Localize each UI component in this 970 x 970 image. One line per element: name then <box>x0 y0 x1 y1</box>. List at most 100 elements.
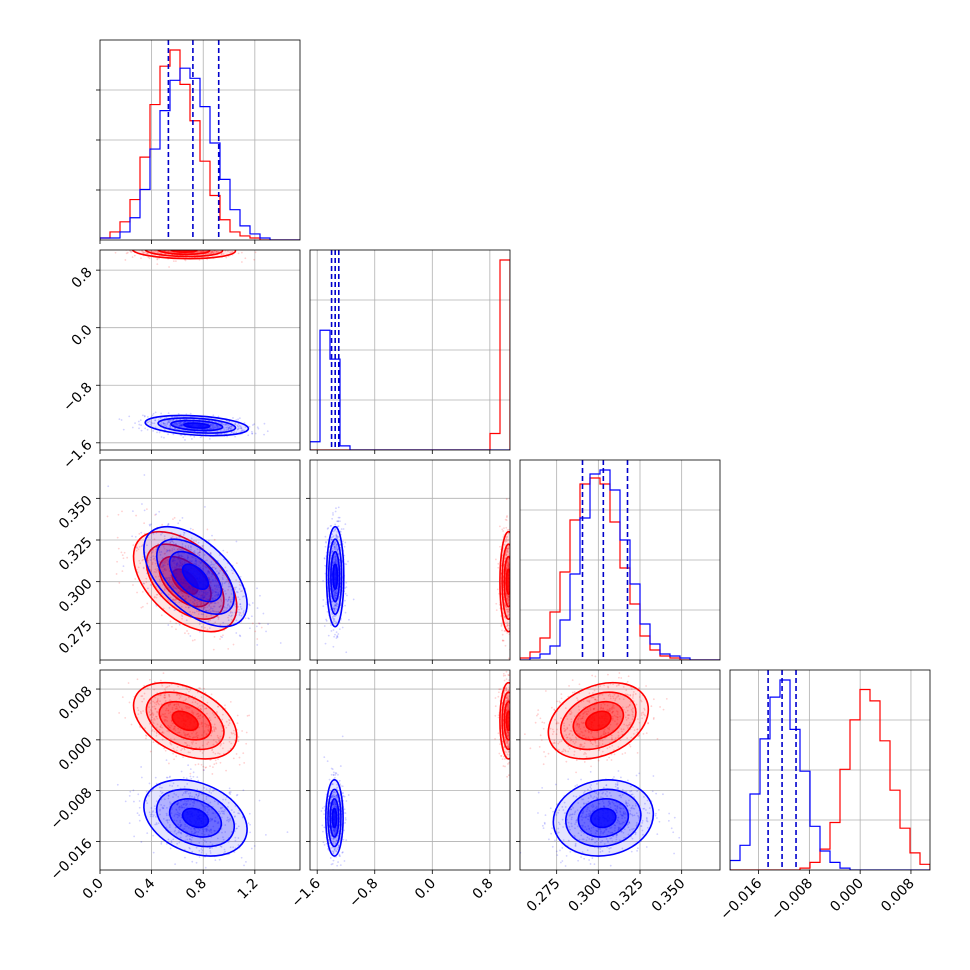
scatter-point <box>247 434 250 437</box>
scatter-point <box>332 629 335 631</box>
scatter-point <box>229 601 232 603</box>
scatter-point <box>181 794 184 796</box>
scatter-point <box>209 852 212 854</box>
scatter-point <box>224 246 226 248</box>
scatter-point <box>235 540 238 543</box>
scatter-point <box>214 426 217 429</box>
scatter-point <box>192 775 195 778</box>
scatter-point <box>158 548 161 551</box>
scatter-point <box>164 577 167 579</box>
scatter-point <box>203 730 206 732</box>
scatter-point <box>152 531 155 534</box>
scatter-point <box>178 554 181 557</box>
scatter-point <box>175 245 177 247</box>
scatter-point <box>201 596 204 599</box>
scatter-point <box>513 575 515 577</box>
scatter-point <box>238 634 241 637</box>
scatter-point <box>243 864 245 867</box>
scatter-point <box>166 818 169 821</box>
scatter-point <box>156 700 159 703</box>
scatter-point <box>215 250 218 253</box>
scatter-point <box>192 246 194 248</box>
scatter-point <box>510 587 512 589</box>
scatter-point <box>511 708 513 710</box>
scatter-point <box>185 245 187 247</box>
scatter-point <box>235 562 238 565</box>
scatter-point <box>506 551 509 554</box>
scatter-point <box>169 847 172 850</box>
scatter-point <box>230 425 233 428</box>
scatter-point <box>184 247 186 249</box>
scatter-point <box>226 245 228 247</box>
scatter-point <box>148 811 151 814</box>
scatter-point <box>184 705 187 708</box>
scatter-point <box>142 242 144 244</box>
scatter-point <box>186 557 189 560</box>
scatter-point <box>336 531 339 533</box>
scatter-point <box>182 549 184 552</box>
scatter-point <box>144 727 146 730</box>
scatter-point <box>210 427 213 430</box>
scatter-point <box>500 623 503 626</box>
scatter-point <box>243 762 246 764</box>
scatter-point <box>335 535 338 537</box>
scatter-point <box>507 561 510 564</box>
scatter-point <box>205 827 208 830</box>
scatter-point <box>219 806 222 809</box>
scatter-point <box>208 605 210 607</box>
scatter-point <box>175 568 178 571</box>
scatter-point <box>168 819 171 822</box>
scatter-point <box>207 569 210 572</box>
scatter-point <box>203 806 206 808</box>
scatter-point <box>193 602 196 605</box>
scatter-point <box>210 792 213 794</box>
scatter-point <box>128 822 131 825</box>
scatter-point <box>224 824 227 826</box>
scatter-point <box>173 792 176 795</box>
scatter-point <box>327 527 330 529</box>
scatter-point <box>209 817 212 820</box>
scatter-point <box>172 559 175 562</box>
scatter-point <box>178 841 181 844</box>
scatter-point <box>510 540 512 542</box>
scatter-point <box>174 608 177 611</box>
scatter-point <box>168 685 171 687</box>
scatter-point <box>184 598 187 601</box>
scatter-point <box>184 790 186 793</box>
scatter-point <box>183 421 185 424</box>
scatter-point <box>143 509 146 512</box>
scatter-point <box>192 597 195 600</box>
scatter-point <box>219 430 222 433</box>
scatter-point <box>199 436 202 439</box>
scatter-point <box>176 564 178 567</box>
scatter-point <box>214 859 217 862</box>
scatter-point <box>227 250 229 252</box>
scatter-point <box>183 247 185 249</box>
scatter-point <box>180 424 183 427</box>
scatter-point <box>336 535 339 537</box>
scatter-point <box>179 561 182 564</box>
scatter-point <box>208 571 211 573</box>
scatter-point <box>205 853 208 856</box>
scatter-point <box>147 559 150 562</box>
scatter-point <box>242 816 244 819</box>
scatter-point <box>175 418 178 421</box>
histogram-panel-2 <box>520 460 720 660</box>
scatter-point <box>334 555 337 558</box>
scatter-point <box>175 794 177 796</box>
scatter-point <box>186 875 188 877</box>
scatter-point <box>183 561 186 563</box>
scatter-point <box>217 248 219 250</box>
scatter-point <box>507 602 510 605</box>
scatter-point <box>334 594 336 597</box>
scatter-point <box>171 722 174 725</box>
scatter-point <box>208 252 211 255</box>
scatter-point <box>159 667 161 669</box>
scatter-point <box>167 709 170 712</box>
scatter-point <box>168 576 171 579</box>
scatter-point <box>171 560 174 563</box>
scatter-point <box>186 247 188 249</box>
scatter-point <box>170 590 173 593</box>
scatter-point <box>197 564 200 567</box>
scatter-point <box>228 718 230 721</box>
